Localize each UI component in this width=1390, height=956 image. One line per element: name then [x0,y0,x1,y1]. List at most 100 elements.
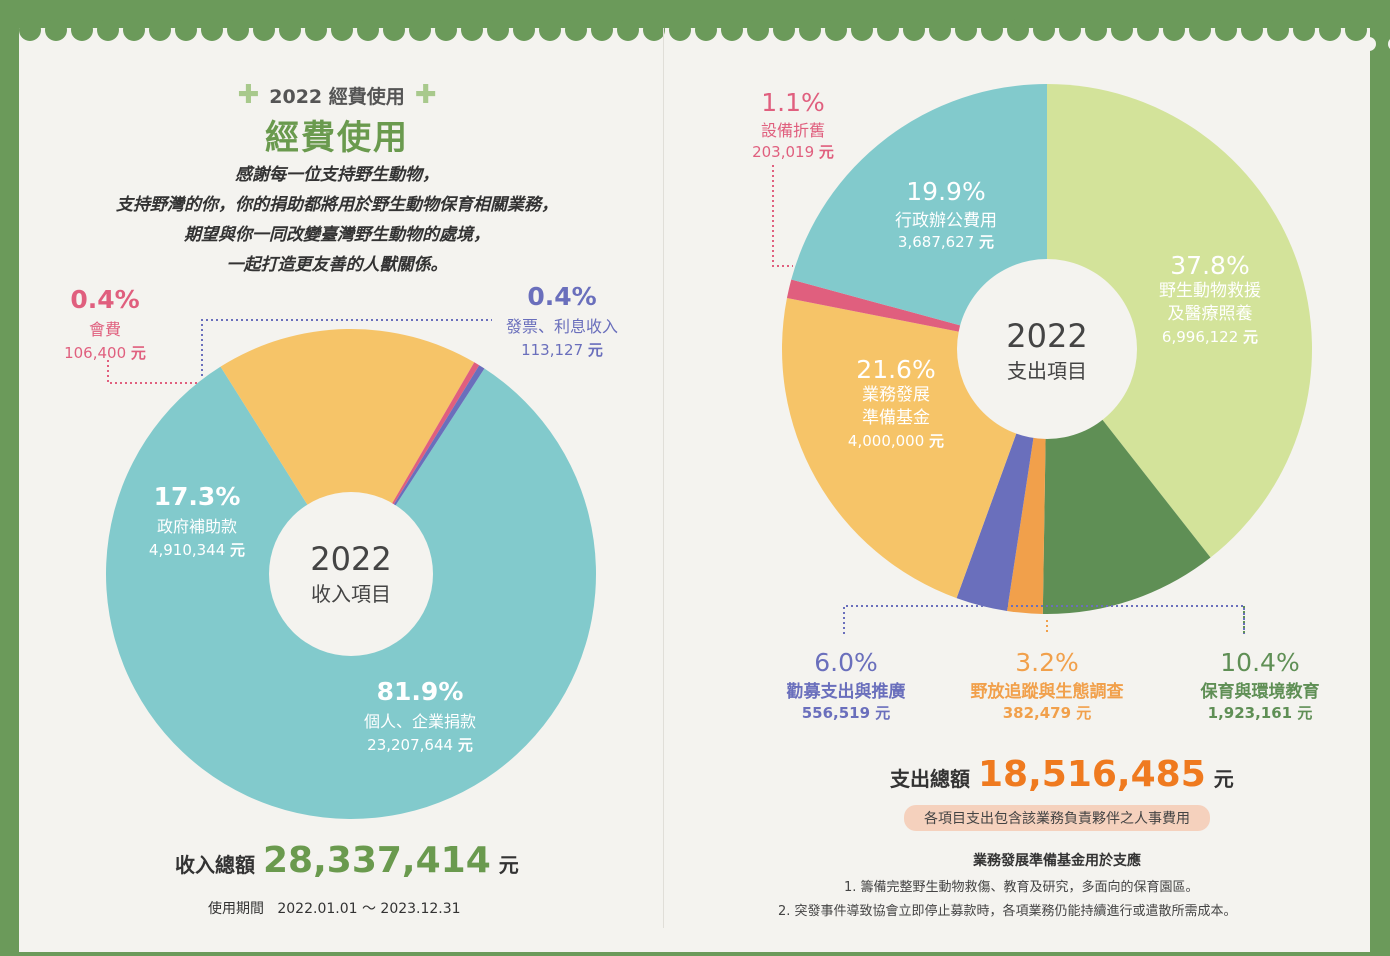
scallop-bump [1007,19,1029,41]
pie-slice [1047,84,1312,558]
page-divider [663,28,664,928]
expense-total-label: 支出總額 [890,767,970,791]
scallop-bump [123,19,145,41]
scallop-notch [998,37,1012,51]
scallop-notch [712,37,726,51]
scallop-notch [1336,37,1350,51]
scallop-notch [36,37,50,51]
scallop-notch [62,37,76,51]
expense-label-depreciation: 1.1% 設備折舊 203,019 元 [752,88,834,162]
scallop-notch [88,37,102,51]
scallop-notch [530,37,544,51]
pie-slice [791,84,1047,349]
rescue-amount: 6,996,122 元 [1161,328,1259,346]
scalloped-border [19,19,1390,51]
scallop-bump [747,19,769,41]
scallop-notch [322,37,336,51]
scallop-bump [19,19,41,41]
expense-label-education: 10.4% 保育與環境教育 1,923,161 元 [1201,648,1320,723]
scallop-bump [461,19,483,41]
scallop-notch [192,37,206,51]
scallop-notch [1154,37,1168,51]
scallop-notch [738,37,752,51]
release-percent: 3.2% [1015,648,1079,677]
scallop-bump [539,19,561,41]
fees-amount: 106,400 元 [64,344,146,362]
scallop-notch [582,37,596,51]
donut-hole [957,259,1137,439]
scallop-bump [721,19,743,41]
scallop-bump [929,19,951,41]
scallop-bump [799,19,821,41]
release-label: 野放追蹤與生態調查 [970,682,1124,702]
thank-you-message: 感謝每一位支持野生動物， 支持野灣的你，你的捐助都將用於野生動物保育相關業務， … [116,160,558,280]
scallop-notch [920,37,934,51]
scallop-notch [842,37,856,51]
scallop-notch [218,37,232,51]
income-center-label: 2022 收入項目 [310,540,391,607]
expense-center-year: 2022 [1006,317,1088,355]
reserve-percent: 21.6% [856,355,936,384]
scallop-bump [1059,19,1081,41]
scallop-notch [1024,37,1038,51]
fundraising-label: 勸募支出與推廣 [786,682,906,702]
scallop-notch [114,37,128,51]
fund-notes-title: 業務發展準備基金用於支應 [973,853,1141,869]
message-line: 支持野灣的你，你的捐助都將用於野生動物保育相關業務， [116,195,558,215]
scallop-notch [1206,37,1220,51]
scallop-bump [1267,19,1289,41]
scallop-notch [816,37,830,51]
income-center-year: 2022 [310,540,392,578]
scallop-bump [955,19,977,41]
year-heading-text: 2022 經費使用 [269,85,405,108]
scallop-notch [400,37,414,51]
message-line: 感謝每一位支持野生動物， [235,165,439,185]
scallop-notch [634,37,648,51]
message-line: 期望與你一同改變臺灣野生動物的處境， [184,225,490,245]
income-total: 收入總額 28,337,414 元 [175,840,519,881]
scallop-notch [1284,37,1298,51]
scallop-notch [296,37,310,51]
scallop-bump [877,19,899,41]
scallop-bump [435,19,457,41]
fundraising-percent: 6.0% [814,648,878,677]
donations-amount: 23,207,644 元 [367,736,473,754]
scallop-bump [825,19,847,41]
scallop-notch [946,37,960,51]
plus-icon: ✚ [237,80,260,110]
scallop-bump [1371,19,1390,41]
scallop-bump [279,19,301,41]
expense-label-admin: 19.9% 行政辦公費用 3,687,627 元 [895,177,997,252]
expense-label-fundraising: 6.0% 勸募支出與推廣 556,519 元 [787,648,906,723]
scallop-bump [903,19,925,41]
staff-cost-note-badge: 各項目支出包含該業務負責夥伴之人事費用 [904,805,1210,831]
scallop-notch [348,37,362,51]
expense-total-unit: 元 [1213,767,1234,791]
expense-label-rescue: 37.8% 野生動物救援 及醫療照養 6,996,122 元 [1159,251,1261,347]
scallop-bump [1293,19,1315,41]
scallop-notch [452,37,466,51]
scallop-bump [487,19,509,41]
scallop-bump [227,19,249,41]
admin-label: 行政辦公費用 [895,211,997,231]
income-total-unit: 元 [498,853,519,877]
scallop-notch [478,37,492,51]
scallop-notch [1232,37,1246,51]
scallop-notch [686,37,700,51]
expense-center-title: 支出項目 [1007,359,1087,383]
scallop-notch [270,37,284,51]
scallop-bump [1345,19,1367,41]
rescue-percent: 37.8% [1170,251,1250,280]
scallop-notch [894,37,908,51]
scallop-notch [1076,37,1090,51]
scallop-bump [695,19,717,41]
scallop-bump [149,19,171,41]
income-label-donations: 81.9% 個人、企業捐款 23,207,644 元 [364,677,476,755]
scallop-notch [1362,37,1376,51]
scallop-bump [383,19,405,41]
plus-icon: ✚ [414,80,437,110]
period-value: 2022.01.01 ～ 2023.12.31 [277,901,461,917]
release-amount: 382,479 元 [1002,704,1092,722]
leader-line [843,605,1245,634]
scallop-bump [617,19,639,41]
